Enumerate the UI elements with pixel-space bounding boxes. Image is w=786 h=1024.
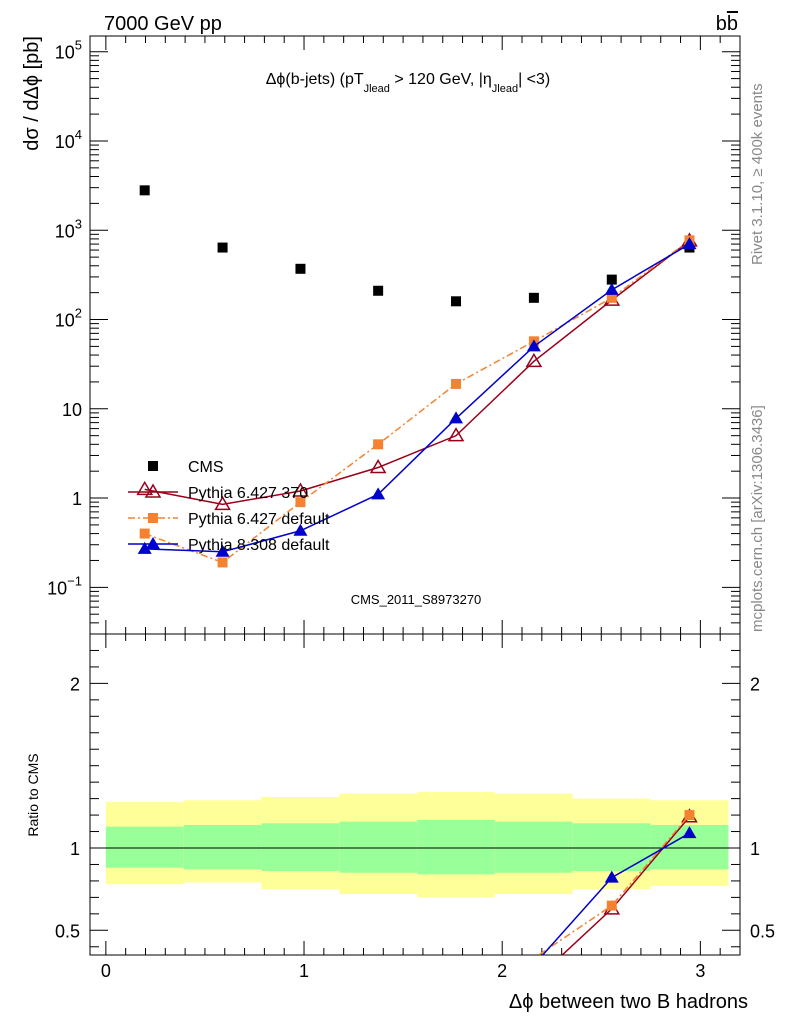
legend-marker-pythia6_370: [144, 483, 162, 498]
watermark: CMS_2011_S8973270: [351, 592, 482, 607]
legend-marker-pythia6_default: [148, 513, 158, 523]
legend-label-pythia6_370: Pythia 6.427 370: [188, 485, 308, 502]
data-point-cms: [373, 285, 384, 296]
data-point-pythia6_370: [136, 480, 154, 496]
x-tick-label: 3: [695, 961, 705, 981]
data-point-pythia6_370: [369, 459, 387, 474]
legend: CMS Pythia 6.427 370 Pythia 6.427 default P…: [128, 459, 330, 554]
data-point-pythia6_default: [139, 528, 150, 539]
ratio-y-tick-label-right: 1: [750, 839, 760, 859]
data-point-pythia6_default: [606, 292, 617, 303]
x-tick-label: 0: [101, 961, 111, 981]
band-inner: [417, 820, 495, 875]
legend-marker-cms: [148, 461, 158, 471]
ratio-frame: [89, 633, 741, 956]
data-point-pythia8_default: [449, 411, 464, 424]
data-point-cms: [606, 274, 617, 285]
mcplots-label: mcplots.cern.ch [arXiv:1306.3436]: [749, 405, 766, 632]
series-line-pythia8_default: [144, 243, 690, 553]
data-point-pythia6_default: [451, 378, 462, 389]
ratio-line-pythia6_default: [537, 814, 691, 955]
legend-marker-pythia8_default: [146, 537, 160, 549]
data-point-cms: [451, 296, 462, 307]
ratio-y-axis-title: Ratio to CMS: [25, 753, 41, 836]
ratio-y-tick-label-right: 2: [750, 674, 760, 694]
ratio-y-tick-label: 1: [70, 839, 80, 859]
y-tick-label: 105: [55, 38, 82, 63]
y-tick-label: 103: [55, 216, 82, 241]
y-tick-label: 104: [55, 127, 82, 152]
series-line-pythia6_default: [144, 239, 690, 564]
data-point-pythia8_default: [604, 282, 619, 295]
legend-label-pythia8_default: Pythia 8.308 default: [188, 537, 330, 554]
ratio-point-pythia6_default: [684, 810, 695, 821]
ratio-y-tick-label: 2: [70, 674, 80, 694]
y-tick-label: 1: [72, 489, 82, 509]
data-point-pythia6_370: [292, 482, 309, 497]
ratio-series: [537, 808, 698, 955]
data-point-pythia6_default: [373, 439, 384, 450]
x-axis-title: Δϕ between two B hadrons: [509, 991, 748, 1013]
y-tick-label: 102: [55, 306, 82, 331]
ratio-y-tick-label-right: 0.5: [750, 921, 775, 941]
process-label: bb: [716, 13, 738, 35]
x-tick-label: 2: [497, 961, 507, 981]
ratio-point-pythia8_default: [682, 826, 697, 839]
data-point-pythia6_370: [525, 352, 543, 368]
data-point-pythia8_default: [682, 237, 697, 250]
band-inner: [183, 824, 262, 870]
data-point-pythia8_default: [215, 544, 230, 557]
data-point-pythia6_default: [217, 557, 228, 568]
data-point-pythia8_default: [293, 523, 308, 536]
ratio-y-tick-label: 0.5: [55, 921, 80, 941]
x-tick-label: 1: [299, 961, 309, 981]
ratio-point-pythia8_default: [604, 870, 619, 883]
main-panel: Δϕ(b-jets) (pTJlead > 120 GeV, |ηJlead| …: [21, 35, 741, 635]
rivet-label: Rivet 3.1.10, ≥ 400k events: [749, 83, 766, 265]
band-inner: [339, 821, 418, 873]
data-point-pythia8_default: [137, 541, 152, 554]
ratio-panel: Ratio to CMS Δϕ between two B hadrons 0 1…: [25, 633, 775, 1013]
band-inner: [494, 821, 573, 873]
ratio-line-pythia8_default: [541, 832, 690, 955]
data-point-pythia6_370: [447, 427, 465, 442]
data-point-pythia6_370: [214, 495, 231, 511]
legend-label-cms: CMS: [188, 459, 224, 476]
energy-label: 7000 GeV pp: [104, 13, 222, 35]
ratio-point-pythia6_default: [606, 900, 617, 911]
data-point-pythia8_default: [371, 487, 386, 500]
data-point-pythia6_default: [295, 497, 306, 508]
band-inner: [261, 823, 340, 872]
band-inner: [105, 826, 184, 868]
data-point-cms: [139, 185, 150, 196]
data-point-cms: [295, 263, 306, 274]
data-point-pythia8_default: [526, 339, 541, 352]
band-inner: [572, 823, 651, 872]
data-point-cms: [217, 242, 228, 253]
y-tick-label: 10: [62, 400, 82, 420]
series-line-pythia6_370: [144, 240, 690, 506]
y-tick-label: 10−1: [47, 573, 82, 598]
legend-label-pythia6_default: Pythia 6.427 default: [188, 511, 330, 528]
y-axis-title: dσ / dΔϕ [pb]: [21, 36, 43, 151]
main-title: Δϕ(b-jets) (pTJlead > 120 GeV, |ηJlead| …: [266, 71, 551, 95]
ratio-line-pythia6_370: [561, 816, 691, 955]
data-point-cms: [528, 292, 539, 303]
